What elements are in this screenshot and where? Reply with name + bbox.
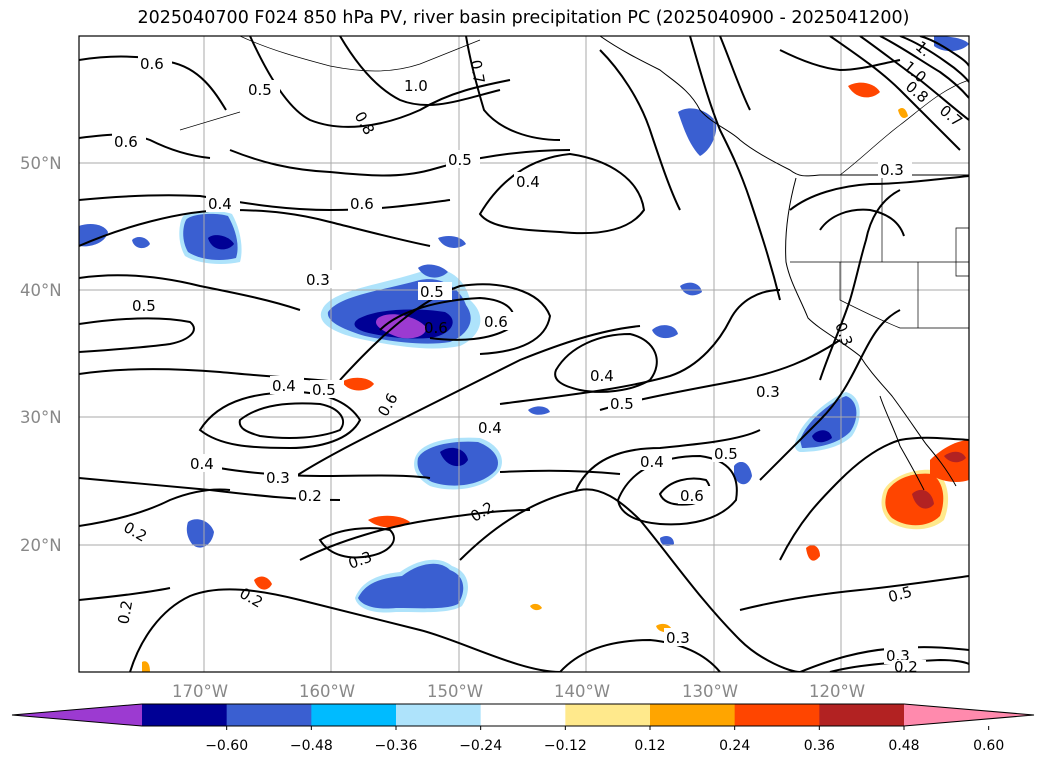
contour-label: 0.3 bbox=[756, 383, 780, 401]
contour-label: 0.2 bbox=[114, 599, 136, 626]
contour-label: 0.6 bbox=[114, 133, 138, 151]
lon-tick-label: 170°W bbox=[172, 682, 228, 701]
colorbar-tick-label: −0.48 bbox=[290, 738, 333, 754]
contour-label: 0.5 bbox=[132, 297, 156, 315]
contour-label: 0.5 bbox=[714, 445, 738, 463]
colorbar-tick-label: −0.24 bbox=[459, 738, 502, 754]
contour-label: 0.5 bbox=[420, 283, 444, 301]
map-frame bbox=[78, 35, 970, 673]
contour-label: 0.2 bbox=[298, 487, 322, 505]
contour-label: 0.4 bbox=[208, 195, 232, 213]
lat-tick-label: 50°N bbox=[20, 154, 62, 173]
colorbar-extend-low bbox=[12, 704, 142, 726]
contour-label: 0.3 bbox=[880, 161, 904, 179]
contour-label: 0.5 bbox=[312, 381, 336, 399]
colorbar-tick-label: 0.36 bbox=[804, 738, 835, 754]
contour-label: 0.6 bbox=[680, 487, 704, 505]
contour-label: 0.3 bbox=[666, 629, 690, 647]
colorbar-bin bbox=[396, 704, 482, 726]
contour-label: 1.0 bbox=[404, 77, 428, 95]
colorbar: −0.60 −0.48 −0.36 −0.24 −0.12 0.12 0.24 0.36 0.4… bbox=[11, 703, 1035, 754]
contour-label: 0.5 bbox=[448, 151, 472, 169]
colorbar-bin bbox=[142, 704, 228, 726]
contour-label: 0.4 bbox=[640, 453, 664, 471]
colorbar-tick-label: 0.12 bbox=[634, 738, 665, 754]
contour-label: 0.6 bbox=[140, 55, 164, 73]
precip-shading bbox=[79, 36, 969, 672]
contour-label: 0.2 bbox=[894, 658, 918, 676]
map-title: 2025040700 F024 850 hPa PV, river basin … bbox=[137, 8, 910, 28]
contour-label: 0.6 bbox=[350, 195, 374, 213]
contour-label: 0.3 bbox=[306, 271, 330, 289]
lat-tick-label: 40°N bbox=[20, 281, 62, 300]
colorbar-tick-label: −0.60 bbox=[205, 738, 248, 754]
contour-label: 0.4 bbox=[478, 419, 502, 437]
contour-label: 0.5 bbox=[248, 81, 272, 99]
colorbar-bin bbox=[226, 704, 312, 726]
colorbar-extend-high bbox=[904, 704, 1034, 726]
colorbar-tick-label: 0.24 bbox=[719, 738, 750, 754]
map-area: 0.6 0.5 0.8 1.0 0.7 0.6 0.5 0.4 0.6 0.4 … bbox=[79, 36, 969, 676]
contour-label: 0.4 bbox=[190, 455, 214, 473]
contour-label: 0.3 bbox=[266, 469, 290, 487]
coastlines bbox=[179, 36, 969, 491]
lat-tick-label: 30°N bbox=[20, 408, 62, 427]
colorbar-bin bbox=[650, 704, 736, 726]
contour-label: 0.4 bbox=[516, 173, 540, 191]
contour-label: 0.4 bbox=[590, 367, 614, 385]
contour-label: 0.5 bbox=[610, 395, 634, 413]
lon-tick-labels: 170°W 160°W 150°W 140°W 130°W 120°W bbox=[172, 682, 865, 701]
colorbar-bin bbox=[819, 704, 905, 726]
lon-tick-label: 140°W bbox=[554, 682, 610, 701]
lon-tick-label: 120°W bbox=[809, 682, 865, 701]
contour-label: 0.6 bbox=[424, 319, 448, 337]
colorbar-tick-label: −0.12 bbox=[544, 738, 587, 754]
contour-label: 0.7 bbox=[466, 58, 488, 85]
contour-label: 0.6 bbox=[484, 313, 508, 331]
lon-tick-label: 160°W bbox=[299, 682, 355, 701]
colorbar-tick-label: −0.36 bbox=[375, 738, 418, 754]
colorbar-bin bbox=[565, 704, 651, 726]
gridlines bbox=[79, 36, 969, 672]
colorbar-tick-label: 0.48 bbox=[888, 738, 919, 754]
colorbar-tick-label: 0.60 bbox=[973, 738, 1004, 754]
colorbar-bin bbox=[734, 704, 820, 726]
lon-tick-label: 130°W bbox=[682, 682, 738, 701]
contour-label: 0.4 bbox=[272, 377, 296, 395]
lat-tick-labels: 50°N 40°N 30°N 20°N bbox=[20, 154, 62, 555]
colorbar-bin bbox=[311, 704, 397, 726]
lat-tick-label: 20°N bbox=[20, 536, 62, 555]
colorbar-bin bbox=[480, 704, 566, 726]
lon-tick-label: 150°W bbox=[427, 682, 483, 701]
contour-label: 0.5 bbox=[886, 583, 914, 607]
